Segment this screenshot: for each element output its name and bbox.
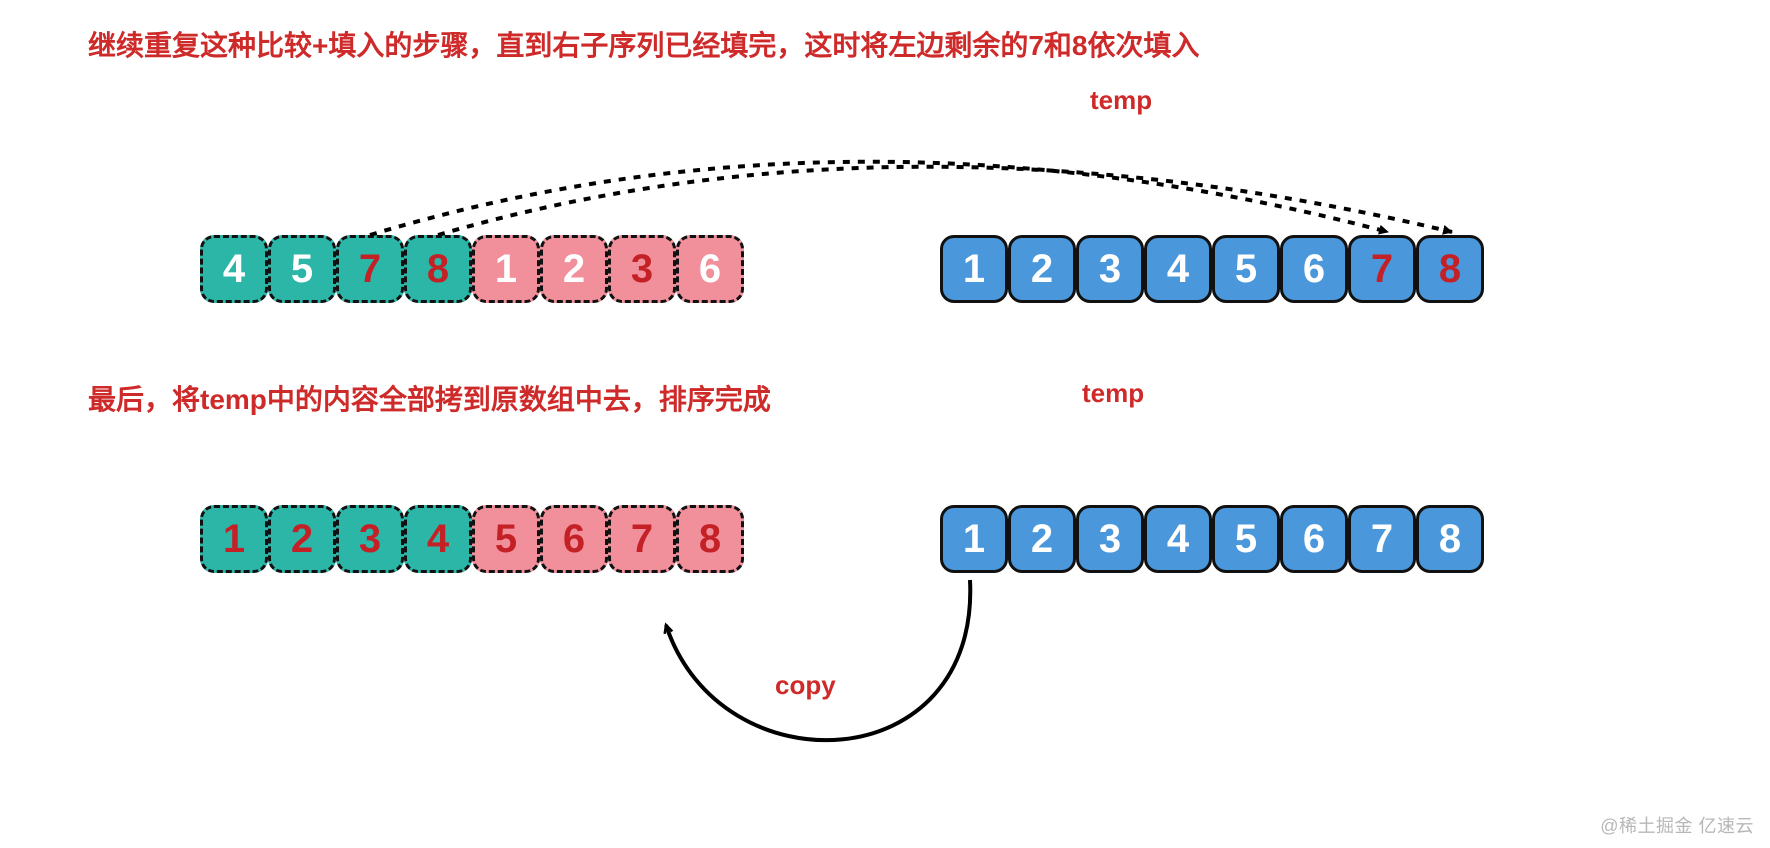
array-cell: 7 xyxy=(1348,235,1416,303)
arrows-overlay xyxy=(0,0,1770,848)
caption-step: 继续重复这种比较+填入的步骤，直到右子序列已经填完，这时将左边剩余的7和8依次填… xyxy=(88,24,1200,64)
arrow-dashed xyxy=(438,167,1452,235)
array-cell: 4 xyxy=(1144,505,1212,573)
array-cell: 7 xyxy=(336,235,404,303)
array-cell: 1 xyxy=(472,235,540,303)
array-cell: 5 xyxy=(472,505,540,573)
array-source-final: 12345678 xyxy=(200,505,744,573)
array-cell: 5 xyxy=(268,235,336,303)
array-cell: 2 xyxy=(1008,505,1076,573)
arrow-dashed xyxy=(370,162,1388,235)
array-cell: 2 xyxy=(540,235,608,303)
arrow-copy xyxy=(666,580,970,740)
caption-final: 最后，将temp中的内容全部拷到原数组中去，排序完成 xyxy=(88,378,771,418)
array-cell: 5 xyxy=(1212,235,1280,303)
array-cell: 4 xyxy=(404,505,472,573)
array-cell: 3 xyxy=(1076,235,1144,303)
array-temp-step: 12345678 xyxy=(940,235,1484,303)
array-cell: 8 xyxy=(1416,505,1484,573)
array-cell: 3 xyxy=(608,235,676,303)
array-cell: 8 xyxy=(1416,235,1484,303)
label-temp-2: temp xyxy=(1082,378,1144,409)
array-cell: 1 xyxy=(940,235,1008,303)
watermark: @稀土掘金 亿速云 xyxy=(1600,812,1754,838)
array-cell: 2 xyxy=(268,505,336,573)
array-cell: 6 xyxy=(676,235,744,303)
array-source-step: 45781236 xyxy=(200,235,744,303)
array-cell: 7 xyxy=(608,505,676,573)
array-cell: 6 xyxy=(540,505,608,573)
array-cell: 3 xyxy=(336,505,404,573)
array-cell: 5 xyxy=(1212,505,1280,573)
array-cell: 4 xyxy=(200,235,268,303)
array-temp-final: 12345678 xyxy=(940,505,1484,573)
array-cell: 6 xyxy=(1280,505,1348,573)
label-copy: copy xyxy=(775,670,836,701)
array-cell: 7 xyxy=(1348,505,1416,573)
array-cell: 2 xyxy=(1008,235,1076,303)
label-temp-1: temp xyxy=(1090,85,1152,116)
array-cell: 8 xyxy=(676,505,744,573)
array-cell: 6 xyxy=(1280,235,1348,303)
array-cell: 1 xyxy=(940,505,1008,573)
array-cell: 1 xyxy=(200,505,268,573)
array-cell: 4 xyxy=(1144,235,1212,303)
array-cell: 8 xyxy=(404,235,472,303)
array-cell: 3 xyxy=(1076,505,1144,573)
